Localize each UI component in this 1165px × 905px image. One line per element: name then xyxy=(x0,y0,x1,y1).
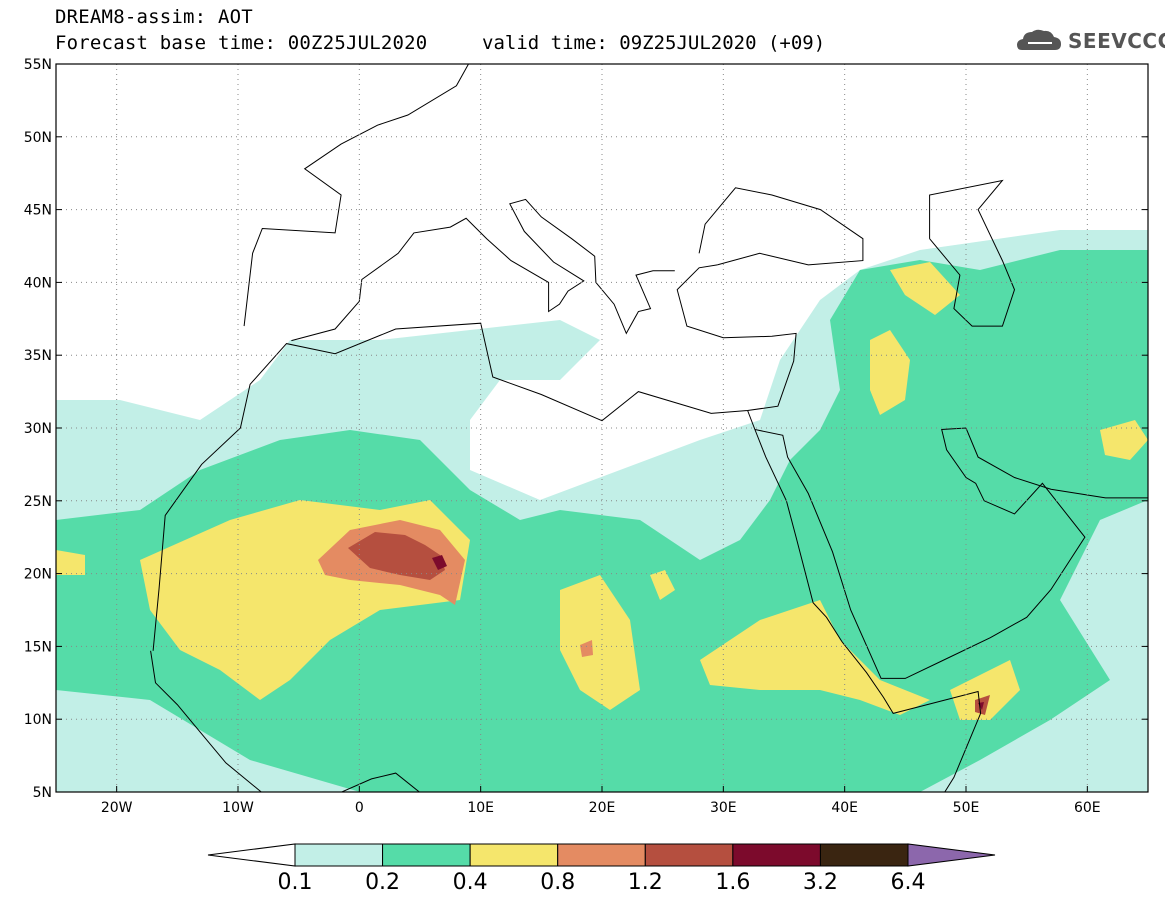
aot-contour-0.4 xyxy=(560,575,640,710)
coastline xyxy=(150,650,421,792)
colorbar-label: 3.2 xyxy=(802,870,838,895)
lat-tick-label: 30N xyxy=(24,421,52,437)
colorbar-label: 0.2 xyxy=(365,870,401,895)
colorbar-over-triangle xyxy=(907,843,996,867)
lon-tick-label: 20W xyxy=(101,800,133,816)
lon-tick-label: 10E xyxy=(467,800,494,816)
lat-tick-label: 35N xyxy=(24,348,52,364)
coastline xyxy=(747,410,1148,679)
aot-contour-0.8 xyxy=(580,640,593,657)
lat-tick-label: 45N xyxy=(24,203,52,219)
seevccc-logo xyxy=(1017,29,1061,50)
coastline xyxy=(152,264,797,651)
lat-tick-label: 15N xyxy=(24,639,52,655)
aot-contour-0.4 xyxy=(700,600,930,715)
colorbar-segment xyxy=(819,843,909,867)
colorbar-segment xyxy=(644,843,734,867)
forecast-base-time: Forecast base time: 00Z25JUL2020 xyxy=(55,32,428,54)
aot-contour-1.2 xyxy=(348,532,445,580)
coastline xyxy=(754,429,982,792)
coastline xyxy=(698,187,864,266)
lat-tick-label: 50N xyxy=(24,130,52,146)
colorbar-label: 0.1 xyxy=(277,870,313,895)
lat-tick-label: 25N xyxy=(24,494,52,510)
coastline xyxy=(929,179,1016,327)
colorbar-label: 0.8 xyxy=(540,870,576,895)
lat-tick-label: 55N xyxy=(24,57,52,73)
colorbar-segment xyxy=(557,843,646,867)
lon-axis: 20W 10W 0 10E 20E 30E 40E 50E 60E xyxy=(101,786,1101,816)
coastline xyxy=(291,198,675,342)
aot-contour-0.4 xyxy=(56,550,85,575)
lat-tick-label: 20N xyxy=(24,567,52,583)
colorbar-label: 1.2 xyxy=(627,870,663,895)
lat-tick-label: 10N xyxy=(24,712,52,728)
coastline xyxy=(243,64,469,327)
colorbar-segment xyxy=(382,843,471,867)
lon-tick-label: 30E xyxy=(710,800,737,816)
colorbar-segment xyxy=(732,843,821,867)
aot-contour-0.4 xyxy=(1100,420,1148,460)
valid-time: valid time: 09Z25JUL2020 (+09) xyxy=(482,32,826,54)
aot-contour-1.6 xyxy=(432,555,447,570)
lon-tick-label: 20E xyxy=(589,800,616,816)
colorbar-label: 1.6 xyxy=(715,870,751,895)
colorbar xyxy=(207,843,996,867)
colorbar-segment xyxy=(469,843,559,867)
lon-tick-label: 10W xyxy=(222,800,254,816)
lon-tick-label: 60E xyxy=(1074,800,1101,816)
lon-tick-label: 0 xyxy=(355,800,364,816)
logo-text: SEEVCCC xyxy=(1068,29,1165,53)
aot-field xyxy=(56,230,1148,792)
aot-contour-0.4 xyxy=(950,660,1020,720)
lat-tick-label: 40N xyxy=(24,275,52,291)
cloud-icon xyxy=(1017,29,1061,50)
lon-tick-label: 40E xyxy=(831,800,858,816)
colorbar-label: 0.4 xyxy=(452,870,488,895)
aot-contour-0.4 xyxy=(650,570,675,600)
coastlines xyxy=(150,64,1148,792)
colorbar-under-triangle xyxy=(207,843,296,867)
lat-tick-label: 5N xyxy=(33,785,52,801)
colorbar-segment xyxy=(294,843,384,867)
colorbar-label: 6.4 xyxy=(890,870,926,895)
aot-contour-0.4 xyxy=(870,330,910,415)
aot-contour-0.4 xyxy=(890,262,960,315)
chart-title: DREAM8-assim: AOT xyxy=(55,6,253,28)
graticule xyxy=(56,64,1148,792)
lon-tick-label: 50E xyxy=(953,800,980,816)
lat-axis: 5N 10N 15N 20N 25N 30N 35N 40N 45N 50N 55N xyxy=(24,57,1148,801)
